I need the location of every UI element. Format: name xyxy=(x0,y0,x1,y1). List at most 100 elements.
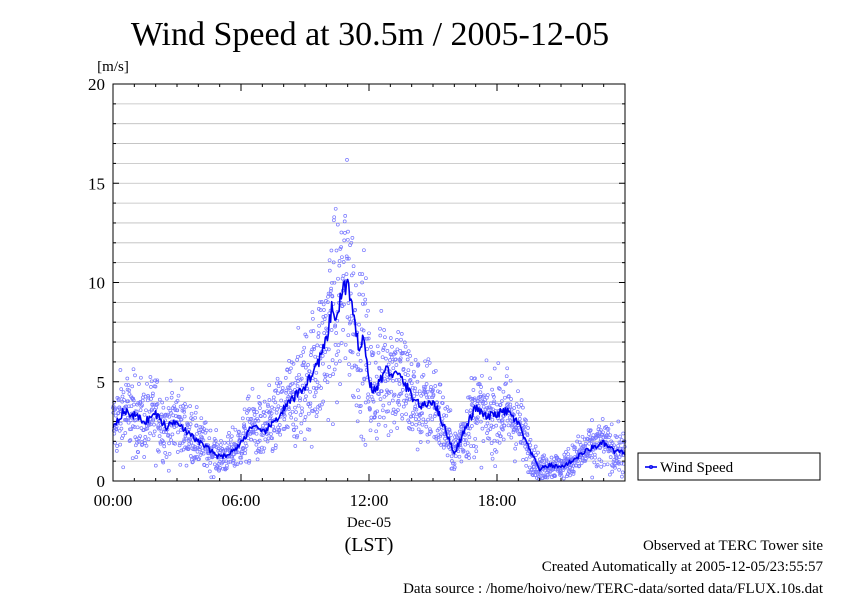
wind-sample-point xyxy=(610,469,615,474)
wind-sample-point xyxy=(490,451,494,456)
wind-sample-point xyxy=(163,451,168,455)
wind-sample-point xyxy=(496,361,501,365)
wind-sample-point xyxy=(305,427,310,432)
wind-sample-point xyxy=(225,463,229,468)
wind-sample-point xyxy=(238,436,243,440)
wind-sample-point xyxy=(506,423,511,428)
wind-sample-point xyxy=(409,362,414,366)
wind-sample-point xyxy=(592,460,597,465)
wind-sample-point xyxy=(255,457,260,462)
wind-sample-point xyxy=(523,417,527,422)
wind-sample-point xyxy=(193,415,198,420)
wind-sample-point xyxy=(170,391,174,395)
wind-sample-point xyxy=(378,333,383,338)
wind-sample-point xyxy=(331,260,336,265)
wind-sample-point xyxy=(134,455,139,459)
wind-sample-point xyxy=(146,437,151,442)
wind-sample-point xyxy=(363,301,367,306)
wind-sample-point xyxy=(300,406,304,411)
wind-sample-point xyxy=(266,402,270,407)
wind-sample-point xyxy=(601,430,605,435)
wind-sample-point xyxy=(149,397,153,401)
wind-sample-point xyxy=(134,409,139,414)
wind-sample-point xyxy=(150,403,155,407)
wind-sample-point xyxy=(287,370,292,374)
wind-sample-point xyxy=(526,470,531,475)
wind-sample-point xyxy=(335,222,340,227)
wind-sample-point xyxy=(349,240,354,245)
wind-sample-point xyxy=(140,403,145,408)
wind-sample-point xyxy=(337,359,342,364)
wind-sample-point xyxy=(616,460,621,464)
wind-sample-point xyxy=(385,349,390,353)
wind-sample-point xyxy=(313,378,318,382)
wind-sample-point xyxy=(184,436,188,441)
wind-sample-point xyxy=(427,405,431,410)
wind-sample-point xyxy=(312,347,317,351)
wind-sample-point xyxy=(249,437,254,442)
wind-sample-point xyxy=(363,443,368,447)
wind-sample-point xyxy=(402,340,407,345)
wind-sample-point xyxy=(310,409,314,413)
wind-sample-point xyxy=(497,418,502,423)
wind-sample-point xyxy=(380,408,385,413)
wind-sample-point xyxy=(564,450,568,454)
wind-sample-point xyxy=(361,292,365,297)
wind-sample-point xyxy=(576,459,580,463)
wind-sample-point xyxy=(587,432,591,436)
wind-sample-point xyxy=(589,455,594,460)
wind-sample-point xyxy=(373,415,377,419)
wind-sample-point xyxy=(178,418,183,422)
wind-sample-point xyxy=(323,314,328,318)
wind-sample-point xyxy=(394,378,399,382)
wind-sample-point xyxy=(528,438,533,442)
wind-sample-point xyxy=(159,412,164,417)
wind-sample-point xyxy=(203,420,208,425)
wind-sample-point xyxy=(235,462,240,466)
wind-sample-point xyxy=(177,443,182,448)
wind-sample-point xyxy=(511,428,516,433)
wind-sample-point xyxy=(405,357,410,362)
wind-sample-point xyxy=(389,355,394,360)
wind-sample-point xyxy=(299,376,304,381)
wind-sample-point xyxy=(190,460,195,465)
wind-sample-point xyxy=(479,465,484,470)
wind-sample-point xyxy=(127,404,131,409)
observed-note: Observed at TERC Tower site xyxy=(643,538,823,554)
wind-sample-point xyxy=(303,365,308,370)
wind-sample-point xyxy=(317,300,322,305)
wind-sample-point xyxy=(492,366,497,371)
wind-sample-point xyxy=(273,446,278,450)
wind-sample-point xyxy=(312,394,317,399)
wind-sample-point xyxy=(144,408,148,413)
wind-sample-point xyxy=(336,349,341,354)
wind-sample-point xyxy=(343,342,348,347)
wind-sample-point xyxy=(188,404,192,408)
wind-sample-point xyxy=(407,420,412,425)
wind-sample-point xyxy=(304,334,309,339)
wind-sample-point xyxy=(573,445,578,450)
wind-sample-point xyxy=(415,379,420,384)
wind-sample-point xyxy=(429,429,434,434)
wind-sample-point xyxy=(513,446,518,451)
wind-sample-point xyxy=(367,331,371,336)
wind-sample-point xyxy=(326,294,330,299)
wind-sample-point xyxy=(619,461,624,466)
wind-sample-point xyxy=(329,288,333,293)
wind-sample-point xyxy=(280,386,285,390)
wind-sample-point xyxy=(375,436,379,441)
wind-sample-point xyxy=(358,359,363,363)
wind-sample-point xyxy=(315,380,320,385)
wind-sample-point xyxy=(168,408,173,413)
wind-sample-point xyxy=(156,449,161,454)
wind-sample-point xyxy=(208,428,213,433)
wind-sample-point xyxy=(395,338,399,342)
wind-sample-point xyxy=(218,443,223,447)
wind-sample-point xyxy=(169,438,173,443)
wind-sample-point xyxy=(497,387,502,391)
wind-sample-point xyxy=(544,458,549,463)
wind-sample-point xyxy=(206,456,211,461)
wind-sample-point xyxy=(273,400,278,405)
wind-sample-point xyxy=(118,407,122,412)
